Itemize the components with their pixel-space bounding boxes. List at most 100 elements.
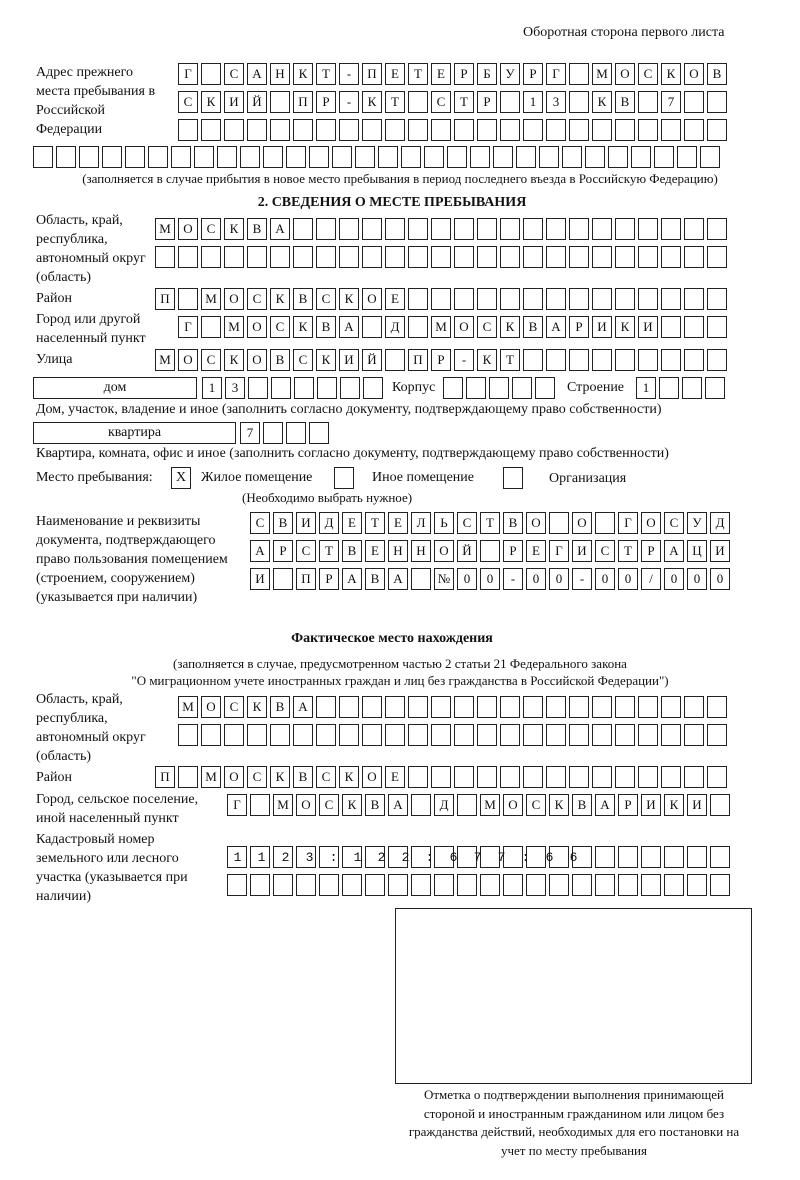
char-box[interactable] (546, 766, 566, 788)
char-box[interactable] (684, 724, 704, 746)
char-box[interactable] (316, 218, 336, 240)
char-box[interactable] (454, 119, 474, 141)
previous-address-row-4[interactable] (33, 146, 723, 168)
char-box[interactable]: О (224, 766, 244, 788)
char-box[interactable] (411, 568, 431, 590)
char-box[interactable] (273, 568, 293, 590)
char-box[interactable]: Р (316, 91, 336, 113)
char-box[interactable] (477, 218, 497, 240)
char-box[interactable]: Т (316, 63, 336, 85)
char-box[interactable] (263, 422, 283, 444)
char-box[interactable]: В (615, 91, 635, 113)
char-box[interactable] (443, 377, 463, 399)
char-box[interactable]: П (408, 349, 428, 371)
char-box[interactable] (319, 846, 339, 868)
char-box[interactable]: М (224, 316, 244, 338)
char-box[interactable] (385, 696, 405, 718)
char-box[interactable] (332, 146, 352, 168)
char-box[interactable]: Г (549, 540, 569, 562)
char-box[interactable] (339, 119, 359, 141)
char-box[interactable] (615, 218, 635, 240)
char-box[interactable] (562, 146, 582, 168)
cadastral-row-2[interactable] (227, 874, 733, 896)
char-box[interactable] (546, 349, 566, 371)
char-box[interactable]: В (293, 288, 313, 310)
char-box[interactable]: К (664, 794, 684, 816)
char-box[interactable]: Е (385, 63, 405, 85)
char-box[interactable] (661, 316, 681, 338)
char-box[interactable]: 0 (710, 568, 730, 590)
char-box[interactable] (659, 377, 679, 399)
char-box[interactable]: С (664, 512, 684, 534)
char-box[interactable] (178, 766, 198, 788)
char-box[interactable]: М (201, 288, 221, 310)
char-box[interactable]: Й (247, 91, 267, 113)
char-box[interactable]: Т (408, 63, 428, 85)
char-box[interactable]: 1 (202, 377, 222, 399)
char-box[interactable] (684, 91, 704, 113)
char-box[interactable] (355, 146, 375, 168)
char-box[interactable] (526, 846, 546, 868)
char-box[interactable] (661, 246, 681, 268)
char-box[interactable] (546, 724, 566, 746)
char-box[interactable] (631, 146, 651, 168)
char-box[interactable] (309, 422, 329, 444)
char-box[interactable]: В (247, 218, 267, 240)
char-box[interactable] (79, 146, 99, 168)
char-box[interactable] (549, 874, 569, 896)
char-box[interactable] (293, 119, 313, 141)
char-box[interactable]: С (250, 512, 270, 534)
char-box[interactable] (523, 766, 543, 788)
char-box[interactable] (615, 696, 635, 718)
char-box[interactable]: Й (362, 349, 382, 371)
char-box[interactable]: С (247, 766, 267, 788)
char-box[interactable] (638, 696, 658, 718)
char-box[interactable] (523, 349, 543, 371)
char-box[interactable]: Д (434, 794, 454, 816)
char-box[interactable]: В (523, 316, 543, 338)
char-box[interactable]: П (362, 63, 382, 85)
char-box[interactable] (263, 146, 283, 168)
char-box[interactable] (431, 246, 451, 268)
char-box[interactable]: С (178, 91, 198, 113)
char-box[interactable]: Н (388, 540, 408, 562)
char-box[interactable]: К (592, 91, 612, 113)
char-box[interactable] (309, 146, 329, 168)
char-box[interactable]: Н (270, 63, 290, 85)
char-box[interactable]: 7 (240, 422, 260, 444)
char-box[interactable] (512, 377, 532, 399)
char-box[interactable] (339, 218, 359, 240)
char-box[interactable] (700, 146, 720, 168)
char-box[interactable]: 1 (523, 91, 543, 113)
char-box[interactable] (431, 696, 451, 718)
char-box[interactable] (201, 724, 221, 746)
char-box[interactable] (342, 846, 362, 868)
char-box[interactable]: С (477, 316, 497, 338)
char-box[interactable]: В (293, 766, 313, 788)
char-box[interactable] (388, 846, 408, 868)
char-box[interactable]: О (615, 63, 635, 85)
char-box[interactable]: О (362, 766, 382, 788)
char-box[interactable]: А (388, 568, 408, 590)
char-box[interactable] (171, 146, 191, 168)
char-box[interactable]: О (362, 288, 382, 310)
char-box[interactable] (546, 218, 566, 240)
flat-type-field[interactable]: квартира (33, 422, 236, 444)
char-box[interactable]: О (572, 512, 592, 534)
char-box[interactable]: Д (710, 512, 730, 534)
char-box[interactable] (572, 874, 592, 896)
char-box[interactable] (385, 349, 405, 371)
char-box[interactable] (477, 288, 497, 310)
char-box[interactable] (316, 724, 336, 746)
char-box[interactable] (615, 766, 635, 788)
char-box[interactable]: С (595, 540, 615, 562)
char-box[interactable] (470, 146, 490, 168)
char-box[interactable] (638, 724, 658, 746)
char-box[interactable]: Г (227, 794, 247, 816)
char-box[interactable]: 3 (546, 91, 566, 113)
char-box[interactable]: 0 (664, 568, 684, 590)
char-box[interactable]: С (296, 540, 316, 562)
char-box[interactable]: Б (477, 63, 497, 85)
